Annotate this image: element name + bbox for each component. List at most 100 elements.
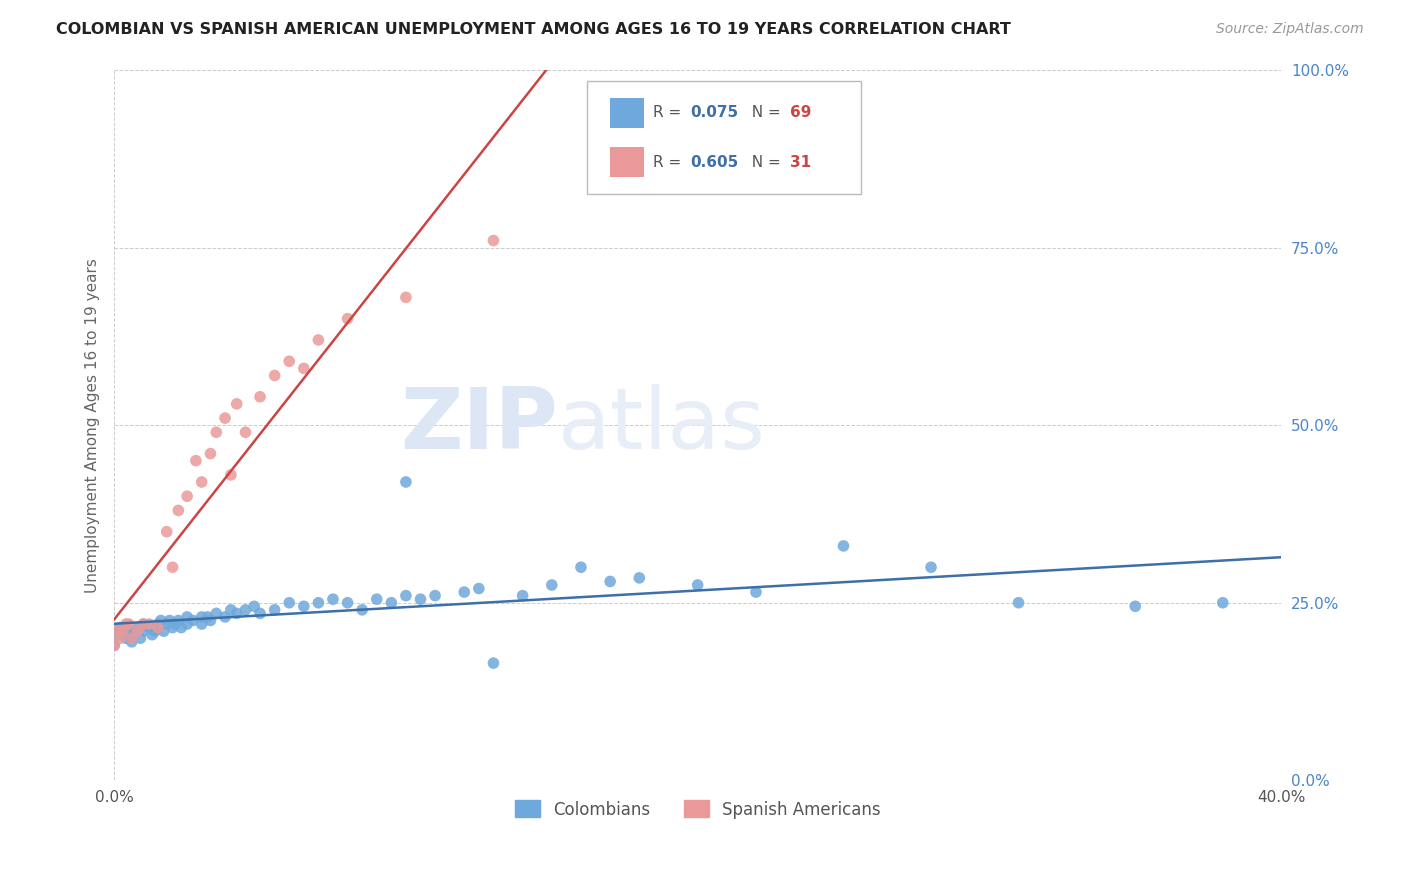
Point <box>307 596 329 610</box>
Point <box>745 585 768 599</box>
Point <box>146 621 169 635</box>
Point <box>686 578 709 592</box>
Point <box>380 596 402 610</box>
Point <box>1123 599 1146 614</box>
Point <box>263 368 285 383</box>
Text: N =: N = <box>742 105 780 120</box>
Point <box>103 638 125 652</box>
Point <box>278 354 301 368</box>
Point <box>138 621 160 635</box>
Point <box>200 447 222 461</box>
Point <box>249 390 271 404</box>
Point <box>121 632 143 646</box>
Legend: Colombians, Spanish Americans: Colombians, Spanish Americans <box>508 794 887 825</box>
Text: atlas: atlas <box>558 384 766 467</box>
Point <box>132 617 155 632</box>
Point <box>132 617 155 632</box>
Point <box>121 635 143 649</box>
Point <box>162 560 184 574</box>
Point <box>336 596 359 610</box>
Point <box>124 624 146 639</box>
Text: R =: R = <box>654 105 686 120</box>
Point <box>336 311 359 326</box>
Text: COLOMBIAN VS SPANISH AMERICAN UNEMPLOYMENT AMONG AGES 16 TO 19 YEARS CORRELATION: COLOMBIAN VS SPANISH AMERICAN UNEMPLOYME… <box>56 22 1011 37</box>
Point <box>225 397 247 411</box>
Point <box>118 617 141 632</box>
Point <box>468 582 491 596</box>
Point <box>146 617 169 632</box>
Text: 0.605: 0.605 <box>690 155 740 169</box>
Point <box>141 628 163 642</box>
Point <box>129 632 152 646</box>
Point <box>197 610 219 624</box>
Point <box>121 628 143 642</box>
Point <box>205 425 228 440</box>
Point <box>190 475 212 489</box>
Point <box>292 361 315 376</box>
Text: N =: N = <box>742 155 780 169</box>
Point <box>1212 596 1234 610</box>
Point <box>214 411 236 425</box>
Point <box>200 614 222 628</box>
Point <box>156 617 179 632</box>
Point <box>156 524 179 539</box>
Point <box>115 617 138 632</box>
Point <box>219 603 242 617</box>
Point <box>482 234 505 248</box>
Point <box>190 617 212 632</box>
Point <box>108 621 131 635</box>
Point <box>108 632 131 646</box>
Point <box>482 656 505 670</box>
Point <box>249 607 271 621</box>
Text: R =: R = <box>654 155 686 169</box>
Point <box>920 560 942 574</box>
Point <box>512 589 534 603</box>
Point <box>409 592 432 607</box>
Point <box>307 333 329 347</box>
Text: ZIP: ZIP <box>399 384 558 467</box>
Point <box>599 574 621 589</box>
Point <box>453 585 475 599</box>
Point <box>205 607 228 621</box>
Point <box>105 624 128 639</box>
Point <box>127 621 149 635</box>
Point <box>235 603 257 617</box>
Point <box>146 621 169 635</box>
Point <box>292 599 315 614</box>
Point <box>278 596 301 610</box>
Point <box>118 624 141 639</box>
Point <box>127 624 149 639</box>
Point <box>176 489 198 503</box>
Point <box>111 624 134 639</box>
Point <box>111 628 134 642</box>
Point <box>235 425 257 440</box>
Point <box>181 614 204 628</box>
Point <box>149 614 172 628</box>
Point <box>103 624 125 639</box>
Point <box>540 578 562 592</box>
FancyBboxPatch shape <box>586 80 860 194</box>
Point <box>395 290 418 304</box>
Point <box>1007 596 1029 610</box>
Point <box>159 614 181 628</box>
Point <box>366 592 388 607</box>
FancyBboxPatch shape <box>610 97 644 128</box>
Point <box>263 603 285 617</box>
Point <box>170 621 193 635</box>
Point <box>322 592 344 607</box>
Text: Source: ZipAtlas.com: Source: ZipAtlas.com <box>1216 22 1364 37</box>
Point <box>190 610 212 624</box>
Point <box>243 599 266 614</box>
Point <box>103 632 125 646</box>
Point <box>395 589 418 603</box>
Point <box>225 607 247 621</box>
Text: 0.075: 0.075 <box>690 105 738 120</box>
Point <box>214 610 236 624</box>
Point <box>167 503 190 517</box>
Point <box>103 638 125 652</box>
Point <box>162 621 184 635</box>
Point <box>352 603 374 617</box>
Point <box>167 614 190 628</box>
Text: 69: 69 <box>790 105 811 120</box>
Point <box>132 624 155 639</box>
